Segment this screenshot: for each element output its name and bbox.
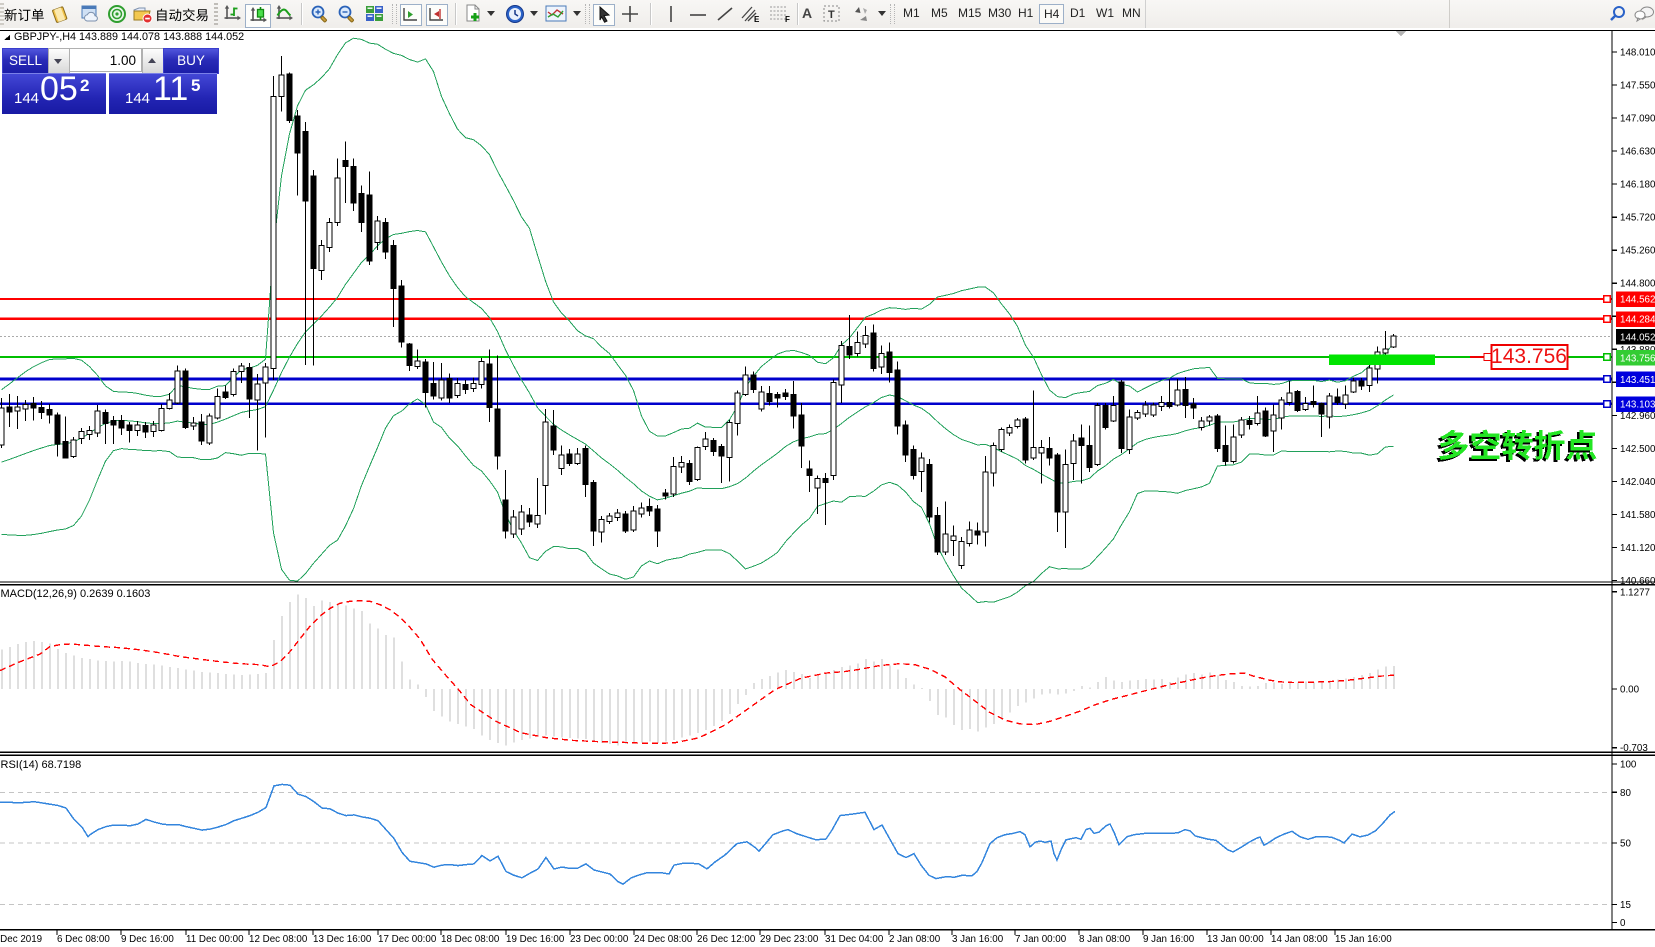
svg-text:50: 50 — [1620, 839, 1631, 850]
svg-text:143.451: 143.451 — [1620, 375, 1655, 386]
svg-text:19 Dec 16:00: 19 Dec 16:00 — [506, 934, 565, 945]
svg-text:0: 0 — [1620, 918, 1626, 929]
svg-text:142.040: 142.040 — [1620, 477, 1655, 488]
svg-text:147.090: 147.090 — [1620, 114, 1655, 125]
svg-text:9 Jan 16:00: 9 Jan 16:00 — [1143, 934, 1195, 945]
svg-text:146.180: 146.180 — [1620, 180, 1655, 191]
svg-text:141.120: 141.120 — [1620, 543, 1655, 554]
svg-text:142.500: 142.500 — [1620, 444, 1655, 455]
svg-text:141.580: 141.580 — [1620, 510, 1655, 521]
svg-text:RSI(14) 68.7198: RSI(14) 68.7198 — [1, 759, 82, 771]
svg-text:E: E — [754, 15, 760, 24]
svg-text:15: 15 — [1620, 900, 1631, 911]
svg-text:29 Dec 23:00: 29 Dec 23:00 — [760, 934, 819, 945]
svg-text:14 Jan 08:00: 14 Jan 08:00 — [1271, 934, 1328, 945]
svg-text:15 Jan 16:00: 15 Jan 16:00 — [1335, 934, 1392, 945]
svg-text:143.756: 143.756 — [1620, 353, 1655, 364]
svg-text:13 Dec 16:00: 13 Dec 16:00 — [313, 934, 372, 945]
svg-text:146.630: 146.630 — [1620, 147, 1655, 158]
svg-text:5 Dec 2019: 5 Dec 2019 — [0, 934, 42, 945]
svg-text:7 Jan 00:00: 7 Jan 00:00 — [1015, 934, 1067, 945]
svg-text:MACD(12,26,9) 0.2639 0.1603: MACD(12,26,9) 0.2639 0.1603 — [1, 588, 151, 600]
svg-text:12 Dec 08:00: 12 Dec 08:00 — [249, 934, 308, 945]
svg-text:148.010: 148.010 — [1620, 48, 1655, 59]
svg-text:2 Jan 08:00: 2 Jan 08:00 — [889, 934, 941, 945]
svg-text:8 Jan 08:00: 8 Jan 08:00 — [1079, 934, 1131, 945]
svg-text:1.1277: 1.1277 — [1620, 587, 1650, 598]
svg-text:31 Dec 04:00: 31 Dec 04:00 — [825, 934, 884, 945]
svg-text:13 Jan 00:00: 13 Jan 00:00 — [1207, 934, 1264, 945]
svg-text:T: T — [828, 9, 835, 21]
svg-text:144.284: 144.284 — [1620, 315, 1655, 326]
svg-text:145.260: 145.260 — [1620, 246, 1655, 257]
svg-text:-0.703: -0.703 — [1620, 743, 1648, 754]
svg-text:140.660: 140.660 — [1620, 576, 1655, 587]
svg-text:11 Dec 00:00: 11 Dec 00:00 — [186, 934, 244, 945]
svg-text:17 Dec 00:00: 17 Dec 00:00 — [378, 934, 437, 945]
svg-text:143.756: 143.756 — [1491, 345, 1567, 368]
svg-text:23 Dec 00:00: 23 Dec 00:00 — [570, 934, 629, 945]
svg-text:9 Dec 16:00: 9 Dec 16:00 — [121, 934, 174, 945]
svg-text:24 Dec 08:00: 24 Dec 08:00 — [634, 934, 693, 945]
svg-text:GBPJPY-,H4 143.889 144.078 14: GBPJPY-,H4 143.889 144.078 143.888 144.0… — [14, 31, 244, 43]
svg-text:80: 80 — [1620, 788, 1631, 799]
svg-text:18 Dec 08:00: 18 Dec 08:00 — [441, 934, 500, 945]
svg-text:6 Dec 08:00: 6 Dec 08:00 — [57, 934, 110, 945]
svg-text:100: 100 — [1620, 760, 1637, 771]
svg-text:3 Jan 16:00: 3 Jan 16:00 — [952, 934, 1004, 945]
svg-text:F: F — [785, 15, 790, 24]
svg-text:144.562: 144.562 — [1620, 295, 1655, 306]
svg-text:144.052: 144.052 — [1620, 332, 1655, 343]
svg-text:0.00: 0.00 — [1620, 685, 1640, 696]
svg-text:147.550: 147.550 — [1620, 81, 1655, 92]
svg-text:26 Dec 12:00: 26 Dec 12:00 — [697, 934, 756, 945]
svg-text:144.800: 144.800 — [1620, 279, 1655, 290]
svg-text:142.960: 142.960 — [1620, 411, 1655, 422]
svg-text:145.720: 145.720 — [1620, 213, 1655, 224]
svg-text:143.103: 143.103 — [1620, 400, 1655, 411]
